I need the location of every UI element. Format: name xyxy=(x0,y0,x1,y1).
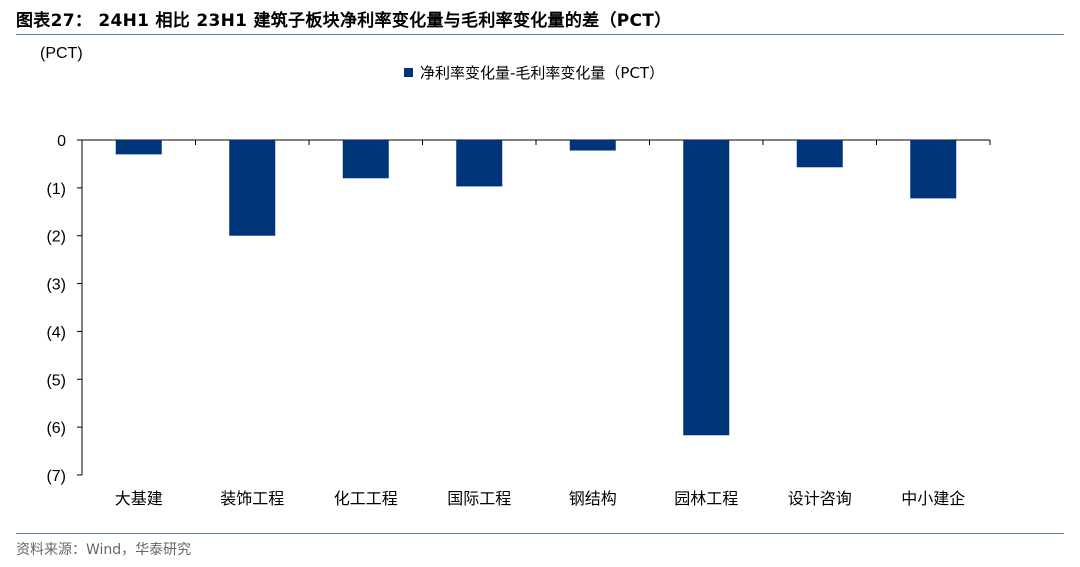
figure-title: 图表27： 24H1 相比 23H1 建筑子板块净利率变化量与毛利率变化量的差（… xyxy=(16,11,672,31)
x-tick-label: 中小建企 xyxy=(901,489,965,508)
x-tick-label: 大基建 xyxy=(115,489,163,508)
x-tick-label: 园林工程 xyxy=(674,489,738,508)
x-tick-label: 化工工程 xyxy=(334,489,398,508)
x-tick-label: 钢结构 xyxy=(569,489,617,508)
y-tick-label: (6) xyxy=(46,420,66,437)
y-tick-label: (4) xyxy=(46,324,66,341)
source-note: 资料来源：Wind，华泰研究 xyxy=(16,542,192,558)
y-tick-label: (3) xyxy=(46,277,66,294)
bar xyxy=(910,140,957,199)
bar xyxy=(115,140,162,155)
x-tick-label: 设计咨询 xyxy=(788,489,852,508)
bar xyxy=(569,140,616,151)
x-tick-label: 国际工程 xyxy=(447,489,511,508)
legend-label: 净利率变化量-毛利率变化量（PCT） xyxy=(420,64,664,82)
y-tick-label: (1) xyxy=(46,181,66,198)
y-tick-label: (5) xyxy=(46,372,66,389)
bar xyxy=(683,140,730,436)
x-tick-label: 装饰工程 xyxy=(220,489,284,508)
y-axis-unit-label: (PCT) xyxy=(40,45,83,62)
bar xyxy=(342,140,389,179)
footer-rule xyxy=(16,533,1064,534)
bar xyxy=(456,140,503,187)
title-rule xyxy=(16,34,1064,35)
y-tick-label: (7) xyxy=(46,468,66,485)
y-tick-label: 0 xyxy=(57,133,66,150)
bar xyxy=(796,140,843,168)
legend-swatch xyxy=(404,68,413,77)
bar xyxy=(229,140,276,236)
y-tick-label: (2) xyxy=(46,229,66,246)
